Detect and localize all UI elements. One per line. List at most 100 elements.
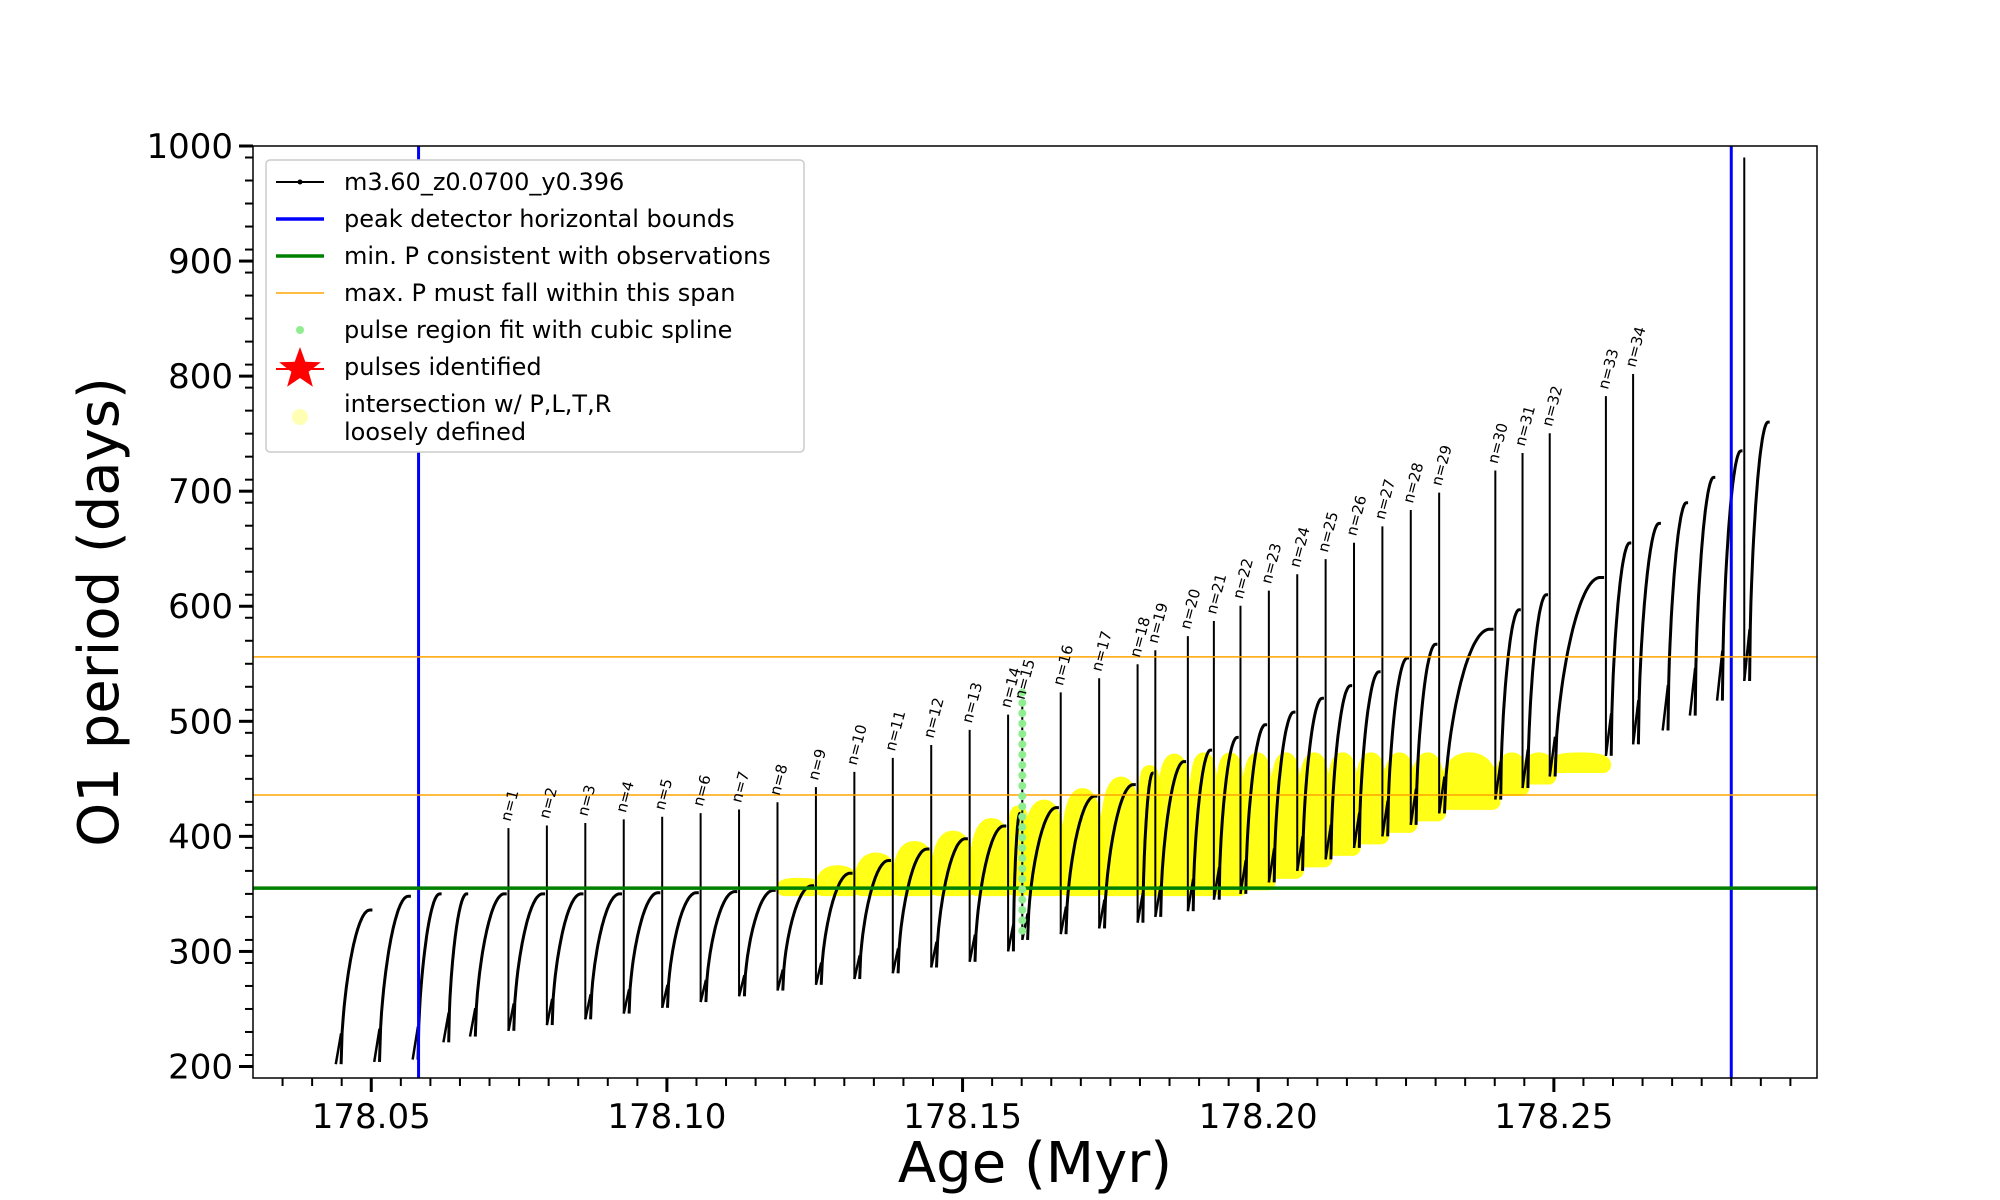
track-arc <box>1026 806 1059 940</box>
spline-fit-layer <box>1018 688 1027 935</box>
track-arc <box>1159 760 1187 917</box>
y-tick-label: 1000 <box>146 127 233 167</box>
track-arc <box>1499 608 1521 800</box>
spline-fit-point <box>1018 719 1027 728</box>
spline-fit-point <box>1018 864 1027 873</box>
track-arc <box>1103 783 1136 929</box>
track-arc <box>935 837 968 968</box>
x-axis-title: Age (Myr) <box>898 1131 1172 1196</box>
track-arc <box>1301 696 1324 871</box>
spline-fit-point <box>1018 781 1027 790</box>
spline-fit-point <box>1018 761 1027 770</box>
y-tick-label: 500 <box>168 702 233 742</box>
track-spike <box>1715 650 1724 701</box>
track-arc <box>339 908 373 1065</box>
track-arc <box>473 892 507 1037</box>
spline-fit-point <box>1018 926 1027 935</box>
legend-star-swatch <box>279 347 321 387</box>
x-tick-label: 178.20 <box>1199 1097 1318 1137</box>
legend-label: min. P consistent with observations <box>344 242 771 270</box>
x-tick-label: 178.15 <box>903 1097 1022 1137</box>
track-arc <box>512 892 546 1031</box>
track-arc <box>1526 593 1548 789</box>
intersection-region <box>1381 752 1418 833</box>
legend-label: max. P must fall within this span <box>344 279 735 307</box>
intersection-region <box>1438 752 1501 810</box>
legend-label: m3.60_z0.0700_y0.396 <box>344 168 624 196</box>
intersection-region <box>930 830 976 897</box>
clipped-plot <box>253 146 1817 1078</box>
intersection-region <box>1494 752 1530 797</box>
y-tick-label: 400 <box>168 817 233 857</box>
track-arc <box>1191 748 1213 912</box>
legend-label: pulse region fit with cubic spline <box>344 316 732 344</box>
legend-track-dot <box>297 179 303 185</box>
track-arc <box>742 888 776 997</box>
intersection-region <box>1353 752 1389 845</box>
track-arc <box>1244 723 1268 894</box>
legend-label: pulses identified <box>344 353 542 381</box>
legend-label: intersection w/ P,L,T,R <box>344 390 611 418</box>
plot-area: n=1 n=2 n=3 n=4 n=5 n=6 n=7 n=8 n=9 n=10 n=11 n=12 n… <box>253 146 1817 1078</box>
x-tick-label: 178.25 <box>1494 1097 1613 1137</box>
spline-fit-point <box>1018 709 1027 718</box>
spline-fit-point <box>1018 771 1027 780</box>
track-arc <box>858 859 891 980</box>
track-arc <box>1217 735 1239 900</box>
intersection-region <box>1239 752 1276 891</box>
track-arc <box>627 891 661 1014</box>
plot-frame <box>252 145 1818 1079</box>
spline-fit-point <box>1018 802 1027 811</box>
y-tick-label: 700 <box>168 472 233 512</box>
y-tick-label: 600 <box>168 587 233 627</box>
axes: 200 300 400 500 600 700 800 900 1000 178.05 178.10… <box>146 127 1792 1137</box>
spline-fit-point <box>1018 843 1027 852</box>
track-arc <box>704 890 738 1003</box>
track-spike <box>442 1012 450 1043</box>
spline-fit-point <box>1018 740 1027 749</box>
x-tick-label: 178.10 <box>607 1097 726 1137</box>
track-arc <box>973 824 1007 962</box>
track-arc <box>666 891 699 1008</box>
track-arc <box>416 892 442 1060</box>
intersection-region <box>968 818 1015 897</box>
spline-fit-point <box>1018 812 1027 821</box>
track-arc <box>1414 642 1438 825</box>
legend-circle-swatch <box>292 409 308 425</box>
track-arc <box>1357 670 1381 848</box>
intersection-region <box>1059 788 1106 897</box>
track-arc <box>550 892 584 1026</box>
track-arc <box>1329 684 1353 860</box>
track-arc <box>1064 794 1098 935</box>
spline-fit-point <box>1018 698 1027 707</box>
legend-label-line2: loosely defined <box>344 418 526 446</box>
track-arc <box>447 892 469 1043</box>
intersection-region <box>1098 776 1144 897</box>
spline-fit-point <box>1018 906 1027 915</box>
track-arc <box>1272 710 1296 883</box>
y-axis-title: O1 period (days) <box>67 377 132 847</box>
track-spike <box>372 1028 381 1063</box>
legend-label: peak detector horizontal bounds <box>344 205 735 233</box>
track-spike <box>1661 684 1670 731</box>
spline-fit-point <box>1018 823 1027 832</box>
track-spike <box>468 1007 477 1037</box>
spline-fit-point <box>1018 750 1027 759</box>
x-tick-label: 178.05 <box>312 1097 431 1137</box>
track-arc <box>1386 656 1409 837</box>
track-arc <box>1443 627 1494 814</box>
intersection-region <box>1021 799 1067 897</box>
spline-fit-point <box>1018 729 1027 738</box>
intersection-region <box>1548 752 1612 774</box>
track-arc <box>378 894 411 1062</box>
spline-fit-point <box>1018 792 1027 801</box>
spline-fit-point <box>1018 688 1027 697</box>
track-arc <box>1636 521 1661 745</box>
intersection-region <box>1409 752 1446 822</box>
track-spike <box>1688 667 1697 716</box>
spline-fit-point <box>1018 854 1027 863</box>
intersection-region <box>1212 752 1248 897</box>
track-arc <box>1666 501 1689 731</box>
y-tick-label: 900 <box>168 242 233 282</box>
